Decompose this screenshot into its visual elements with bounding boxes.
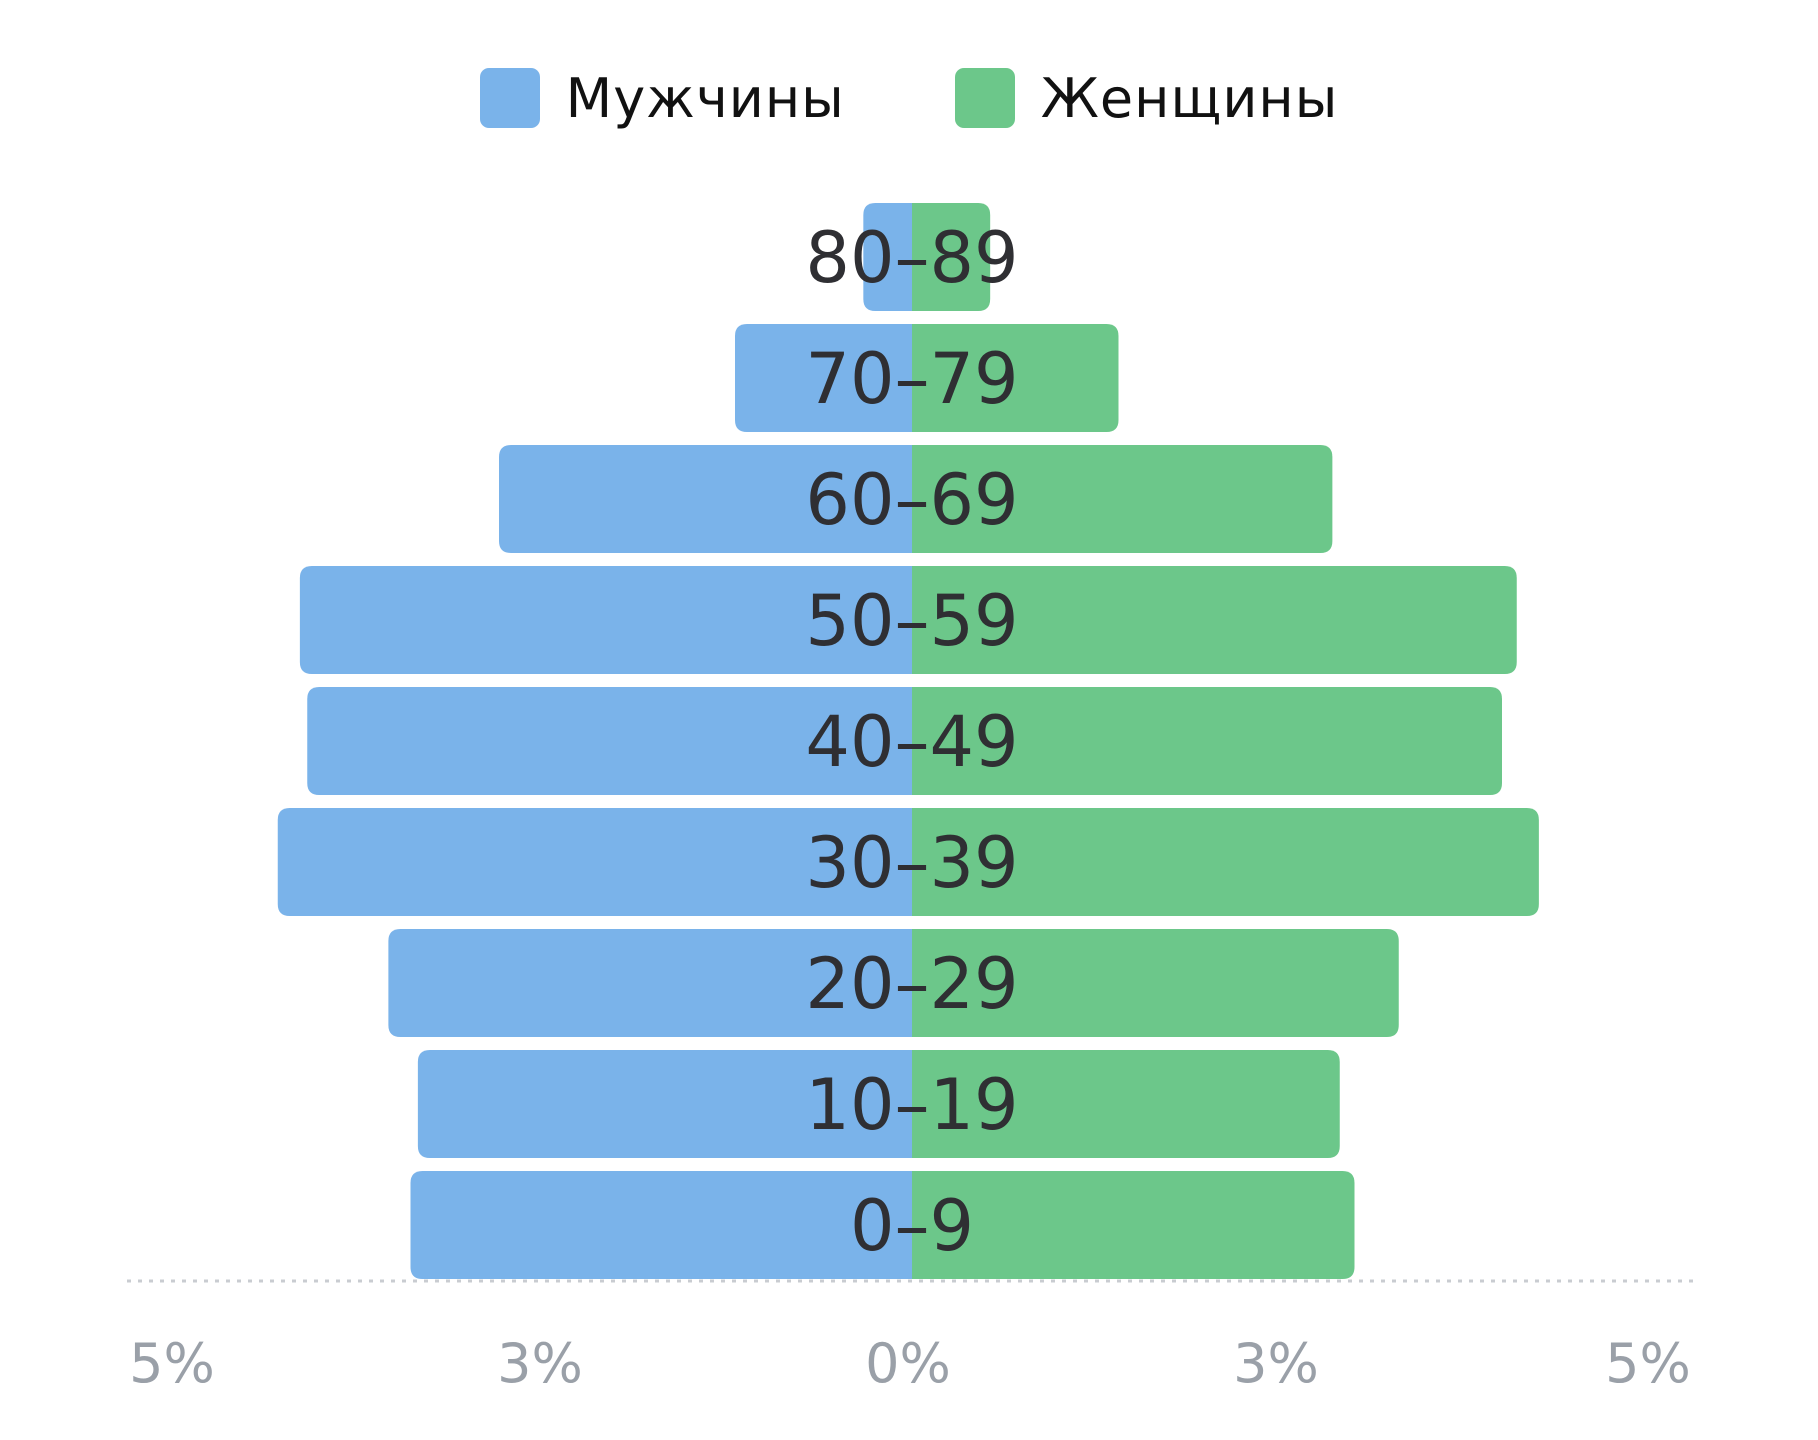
bar-women-0–9[interactable] <box>912 1171 1355 1279</box>
bar-women-20–29[interactable] <box>912 929 1399 1037</box>
bar-women-40–49[interactable] <box>912 687 1502 795</box>
bar-men-60–69[interactable] <box>499 445 912 553</box>
bar-women-80–89[interactable] <box>912 203 991 311</box>
bar-men-40–49[interactable] <box>307 687 912 795</box>
legend-item-men[interactable]: Мужчины <box>479 66 845 130</box>
bar-women-70–79[interactable] <box>912 324 1119 432</box>
x-tick-label: 0% <box>865 1332 951 1395</box>
bar-women-10–19[interactable] <box>912 1050 1340 1158</box>
category-label-30–39: 30–39 <box>805 822 1018 904</box>
x-tick-label: 5% <box>1605 1332 1691 1395</box>
category-label-70–79: 70–79 <box>805 338 1018 420</box>
category-label-80–89: 80–89 <box>805 217 1018 299</box>
category-label-10–19: 10–19 <box>805 1064 1018 1146</box>
bar-men-30–39[interactable] <box>277 808 912 916</box>
bar-men-0–9[interactable] <box>410 1171 913 1279</box>
bar-women-60–69[interactable] <box>912 445 1333 553</box>
x-tick-label: 3% <box>497 1332 583 1395</box>
legend: Мужчины Женщины <box>0 58 1818 138</box>
legend-swatch-men <box>479 68 540 128</box>
category-label-20–29: 20–29 <box>805 943 1018 1025</box>
category-label-60–69: 60–69 <box>805 459 1018 541</box>
bar-men-80–89[interactable] <box>863 203 912 311</box>
x-tick-label: 3% <box>1233 1332 1319 1395</box>
x-tick-labels: 5% 3% 0% 3% 5% <box>129 1332 1691 1395</box>
legend-swatch-women <box>954 68 1015 128</box>
bar-women-50–59[interactable] <box>912 566 1517 674</box>
category-labels: 0–9 10–19 20–29 30–39 40–49 50–59 60–69 70–79 80… <box>805 217 1018 1267</box>
category-label-0–9: 0–9 <box>850 1185 974 1267</box>
bar-women-30–39[interactable] <box>912 808 1539 916</box>
legend-label-women: Женщины <box>1040 66 1339 130</box>
bar-men-70–79[interactable] <box>735 324 912 432</box>
bars-group <box>277 203 1539 1279</box>
category-label-50–59: 50–59 <box>805 580 1018 662</box>
bar-men-10–19[interactable] <box>417 1050 912 1158</box>
legend-label-men: Мужчины <box>565 66 845 130</box>
bar-men-50–59[interactable] <box>299 566 912 674</box>
bar-men-20–29[interactable] <box>388 929 912 1037</box>
legend-item-women[interactable]: Женщины <box>954 66 1339 130</box>
x-tick-label: 5% <box>129 1332 215 1395</box>
category-label-40–49: 40–49 <box>805 701 1018 783</box>
